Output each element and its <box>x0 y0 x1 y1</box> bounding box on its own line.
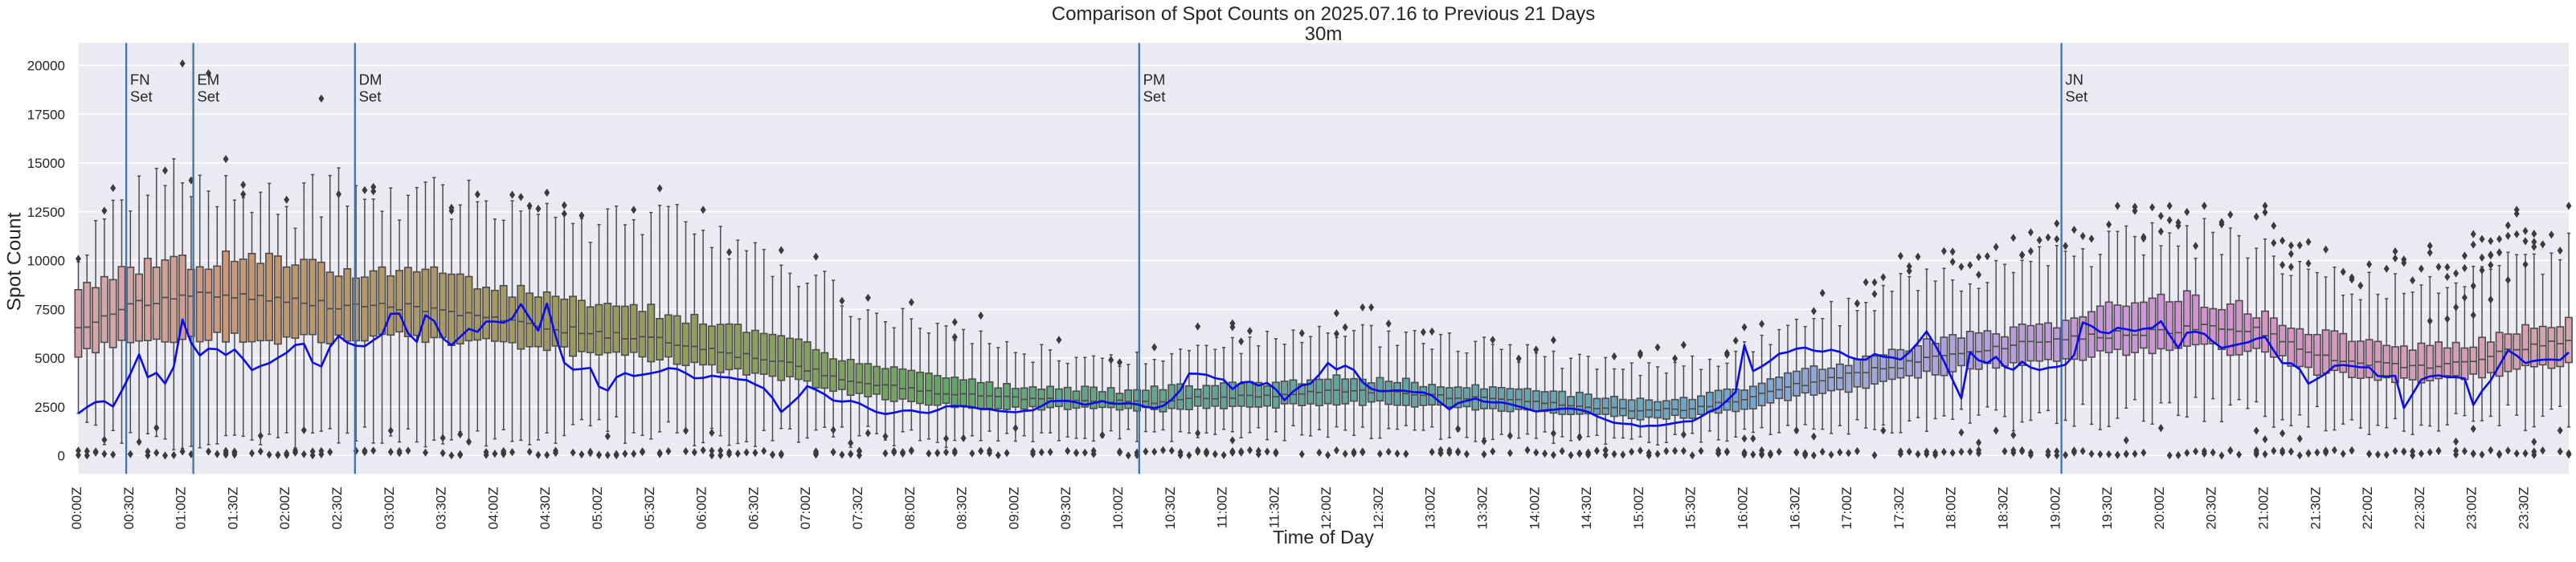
svg-text:7500: 7500 <box>35 302 65 317</box>
svg-text:21:30Z: 21:30Z <box>2308 487 2323 530</box>
svg-text:15:00Z: 15:00Z <box>1631 487 1646 530</box>
svg-text:17:00Z: 17:00Z <box>1839 487 1854 530</box>
svg-text:03:30Z: 03:30Z <box>434 487 449 530</box>
svg-text:0: 0 <box>58 449 65 464</box>
svg-text:13:00Z: 13:00Z <box>1423 487 1438 530</box>
svg-text:11:00Z: 11:00Z <box>1215 487 1230 529</box>
svg-text:05:00Z: 05:00Z <box>590 487 605 530</box>
svg-text:08:00Z: 08:00Z <box>902 487 918 530</box>
svg-text:16:30Z: 16:30Z <box>1787 487 1802 530</box>
svg-text:12:00Z: 12:00Z <box>1319 487 1334 530</box>
svg-text:5000: 5000 <box>35 351 65 366</box>
svg-text:12500: 12500 <box>27 205 65 220</box>
svg-text:Comparison of Spot Counts on 2: Comparison of Spot Counts on 2025.07.16 … <box>1052 3 1595 25</box>
svg-text:08:30Z: 08:30Z <box>955 487 970 530</box>
svg-text:17500: 17500 <box>27 108 65 123</box>
svg-text:14:30Z: 14:30Z <box>1579 487 1594 530</box>
svg-text:Set: Set <box>359 88 382 105</box>
svg-text:03:00Z: 03:00Z <box>382 487 397 530</box>
svg-text:Spot Count: Spot Count <box>4 213 26 312</box>
svg-text:Set: Set <box>197 88 219 105</box>
svg-text:14:00Z: 14:00Z <box>1527 487 1542 530</box>
svg-text:Set: Set <box>130 88 153 105</box>
svg-text:16:00Z: 16:00Z <box>1736 487 1751 530</box>
svg-text:Set: Set <box>1143 88 1166 105</box>
svg-text:23:00Z: 23:00Z <box>2464 487 2480 530</box>
svg-text:DM: DM <box>359 71 382 88</box>
svg-text:22:00Z: 22:00Z <box>2360 487 2375 530</box>
svg-text:EM: EM <box>197 71 219 88</box>
svg-text:02:30Z: 02:30Z <box>329 487 345 530</box>
svg-text:15000: 15000 <box>27 156 65 171</box>
svg-text:21:00Z: 21:00Z <box>2256 487 2271 530</box>
svg-text:18:00Z: 18:00Z <box>1944 487 1959 530</box>
svg-text:2500: 2500 <box>35 400 65 415</box>
svg-text:02:00Z: 02:00Z <box>277 487 292 530</box>
svg-text:07:30Z: 07:30Z <box>850 487 865 530</box>
svg-text:19:00Z: 19:00Z <box>2047 487 2063 530</box>
svg-text:00:00Z: 00:00Z <box>69 487 84 530</box>
svg-text:11:30Z: 11:30Z <box>1266 487 1282 529</box>
svg-text:Time of Day: Time of Day <box>1273 527 1374 548</box>
svg-text:10:30Z: 10:30Z <box>1163 487 1178 530</box>
svg-text:19:30Z: 19:30Z <box>2100 487 2115 530</box>
svg-text:FN: FN <box>130 71 150 88</box>
svg-text:10:00Z: 10:00Z <box>1110 487 1126 530</box>
svg-text:23:30Z: 23:30Z <box>2517 487 2532 530</box>
svg-text:09:00Z: 09:00Z <box>1006 487 1021 530</box>
svg-text:06:00Z: 06:00Z <box>694 487 709 530</box>
svg-text:01:30Z: 01:30Z <box>225 487 240 530</box>
svg-text:06:30Z: 06:30Z <box>746 487 761 530</box>
svg-text:05:30Z: 05:30Z <box>642 487 657 530</box>
svg-text:18:30Z: 18:30Z <box>1996 487 2011 530</box>
svg-text:PM: PM <box>1143 71 1166 88</box>
svg-text:20:00Z: 20:00Z <box>2152 487 2167 530</box>
svg-text:20:30Z: 20:30Z <box>2204 487 2219 530</box>
svg-text:Set: Set <box>2065 88 2087 105</box>
svg-text:04:30Z: 04:30Z <box>538 487 553 530</box>
svg-text:07:00Z: 07:00Z <box>798 487 813 530</box>
svg-text:JN: JN <box>2065 71 2083 88</box>
svg-text:22:30Z: 22:30Z <box>2412 487 2427 530</box>
svg-text:15:30Z: 15:30Z <box>1683 487 1699 530</box>
svg-text:00:30Z: 00:30Z <box>121 487 137 530</box>
svg-text:04:00Z: 04:00Z <box>485 487 501 530</box>
svg-text:01:00Z: 01:00Z <box>174 487 189 530</box>
svg-text:09:30Z: 09:30Z <box>1058 487 1073 530</box>
svg-text:10000: 10000 <box>27 254 65 269</box>
svg-text:12:30Z: 12:30Z <box>1371 487 1386 530</box>
svg-text:30m: 30m <box>1305 23 1343 45</box>
svg-text:17:30Z: 17:30Z <box>1891 487 1907 530</box>
svg-text:20000: 20000 <box>27 59 65 74</box>
svg-text:13:30Z: 13:30Z <box>1475 487 1490 530</box>
